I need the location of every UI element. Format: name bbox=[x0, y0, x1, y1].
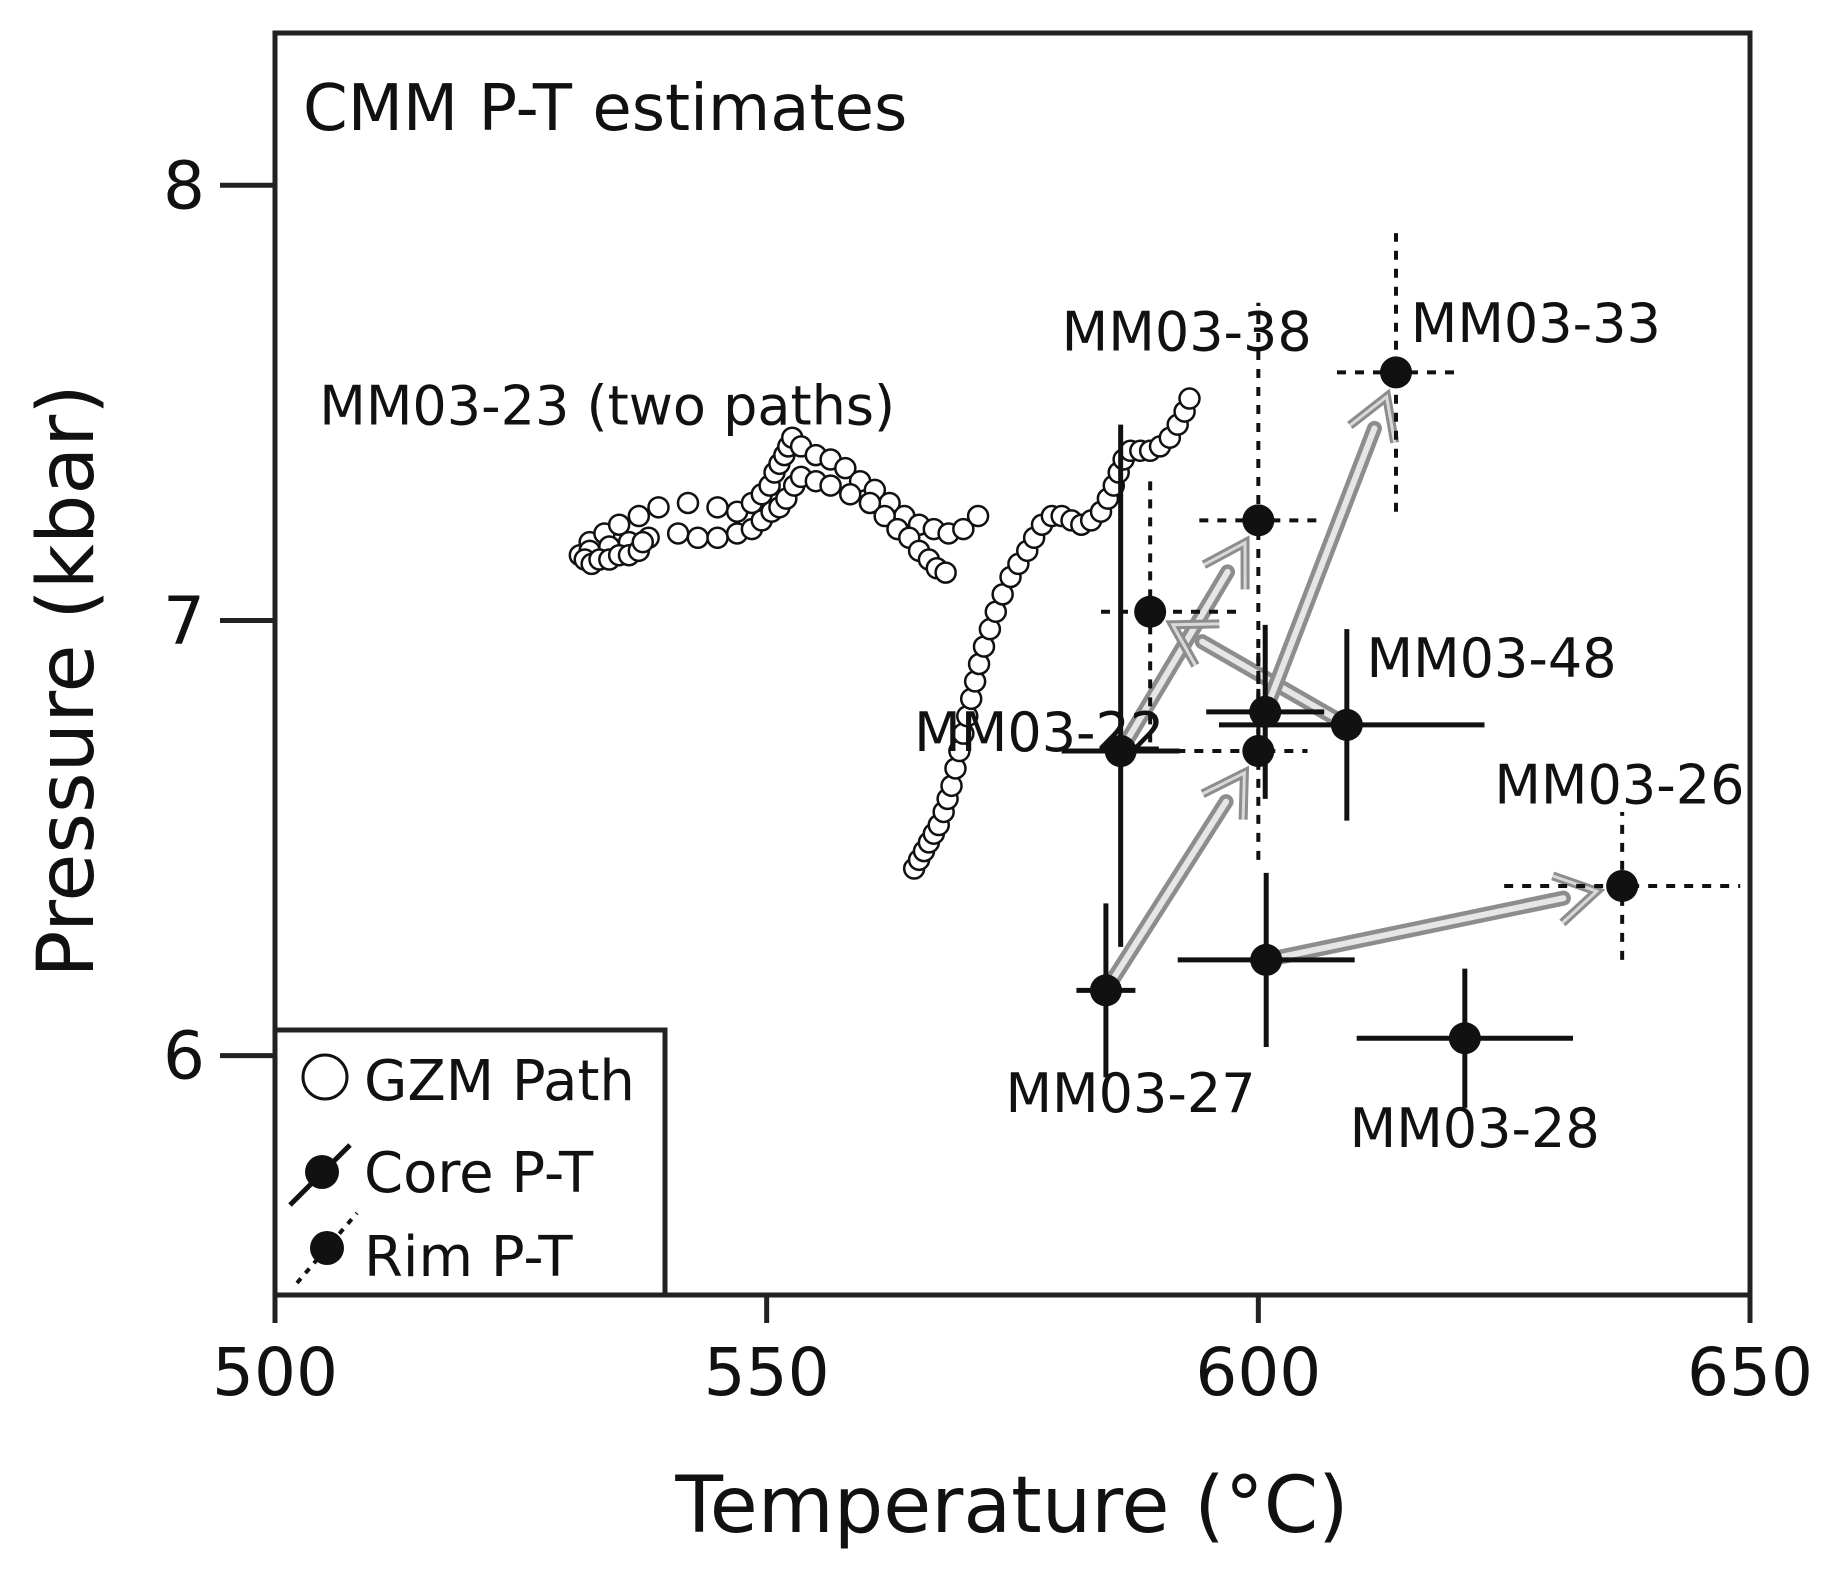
x-tick-label: 600 bbox=[1195, 1334, 1321, 1411]
rim-pt-point bbox=[1134, 595, 1167, 628]
chart-title: CMM P-T estimates bbox=[303, 72, 907, 146]
legend-core-circle-icon bbox=[305, 1155, 339, 1189]
plot-frame bbox=[272, 30, 1753, 1298]
rim-pt-point bbox=[1242, 504, 1275, 537]
legend-open-circle-icon bbox=[301, 1053, 349, 1101]
gzm-path bbox=[902, 387, 1201, 880]
core-pt-point bbox=[1448, 1022, 1481, 1055]
gzm-path-point bbox=[647, 496, 670, 519]
legend: GZM Path Core P-T Rim P-T bbox=[272, 1027, 668, 1298]
sample-label: MM03-33 bbox=[1411, 292, 1661, 355]
gzm-path-point bbox=[858, 491, 882, 515]
sample-label: MM03-22 bbox=[914, 701, 1164, 764]
gzm-path bbox=[573, 530, 655, 576]
sample-label: MM03-48 bbox=[1367, 627, 1617, 690]
arrow-shaft-fill bbox=[1102, 798, 1230, 994]
x-axis: 500 550 600 650 bbox=[212, 1295, 1813, 1411]
arrow-head-fill bbox=[1348, 393, 1397, 443]
points-layer bbox=[1089, 356, 1639, 1055]
gzm-path-point bbox=[966, 504, 990, 528]
x-tick-label: 650 bbox=[1687, 1334, 1813, 1411]
core-pt-point bbox=[1249, 695, 1282, 728]
legend-label-core: Core P-T bbox=[364, 1141, 594, 1206]
x-axis-title: Temperature (°C) bbox=[674, 1461, 1348, 1551]
legend-rim-line-icon bbox=[295, 1211, 359, 1285]
legend-label-rim: Rim P-T bbox=[364, 1225, 573, 1290]
y-tick-label: 6 bbox=[163, 1018, 205, 1095]
core-pt-point bbox=[1330, 708, 1363, 741]
sample-label: MM03-28 bbox=[1350, 1097, 1600, 1160]
transition-arrow bbox=[1098, 765, 1250, 998]
sample-label: MM03-27 bbox=[1005, 1062, 1255, 1125]
gzm-path-point bbox=[627, 504, 651, 528]
gzm-path-point bbox=[934, 561, 957, 584]
sample-label: MM03-26 bbox=[1494, 753, 1744, 816]
y-tick-label: 7 bbox=[163, 582, 205, 659]
gzm-path-point bbox=[706, 526, 729, 550]
gzm-path-point bbox=[676, 491, 700, 515]
x-tick-label: 500 bbox=[212, 1334, 338, 1411]
core-pt-point bbox=[1250, 943, 1283, 976]
rim-pt-point bbox=[1606, 869, 1639, 902]
core-pt-point bbox=[1089, 974, 1122, 1007]
gzm-path-point bbox=[1178, 387, 1201, 410]
legend-label-gzm: GZM Path bbox=[364, 1049, 635, 1114]
transition-arrow bbox=[1257, 388, 1400, 720]
gzm-path bbox=[578, 426, 990, 554]
arrow-head-fill bbox=[1203, 540, 1247, 590]
y-axis-title: Pressure (kbar) bbox=[22, 384, 112, 977]
arrow-shaft-fill bbox=[1262, 425, 1378, 715]
gzm-path-point bbox=[839, 483, 862, 506]
transition-arrow bbox=[1113, 535, 1250, 759]
transition-arrow bbox=[1258, 871, 1606, 968]
gzm-path-point bbox=[819, 474, 842, 497]
y-tick-label: 8 bbox=[163, 147, 205, 224]
arrows-layer bbox=[1098, 388, 1606, 998]
arrow-head-fill bbox=[1170, 622, 1220, 667]
y-axis: 6 7 8 bbox=[163, 147, 275, 1095]
gzm-path-point bbox=[834, 456, 857, 480]
gzm-path-point bbox=[952, 517, 975, 541]
gzm-path-point bbox=[607, 513, 631, 536]
arrow-shaft-fill bbox=[1263, 895, 1567, 963]
gzm-path-point bbox=[706, 496, 729, 519]
arrow-head-fill bbox=[1552, 874, 1600, 924]
gzm-path-point bbox=[631, 530, 655, 554]
arrow-shaft-fill bbox=[1117, 568, 1231, 755]
rim-pt-point bbox=[1380, 356, 1412, 389]
rim-pt-point bbox=[1242, 735, 1275, 768]
x-tick-label: 550 bbox=[704, 1334, 830, 1411]
gzm-paths-layer bbox=[568, 387, 1201, 880]
sample-label: MM03-38 bbox=[1062, 301, 1312, 364]
sample-label: MM03-23 (two paths) bbox=[319, 375, 895, 438]
gzm-path-point bbox=[666, 522, 690, 545]
core-pt-point bbox=[1104, 735, 1137, 768]
legend-rim-circle-icon bbox=[310, 1231, 344, 1265]
annotations-layer: MM03-23 (two paths) MM03-38 MM03-33 MM03-48… bbox=[319, 292, 1744, 1160]
gzm-path-point bbox=[686, 526, 710, 550]
arrow-head-fill bbox=[1201, 770, 1246, 820]
